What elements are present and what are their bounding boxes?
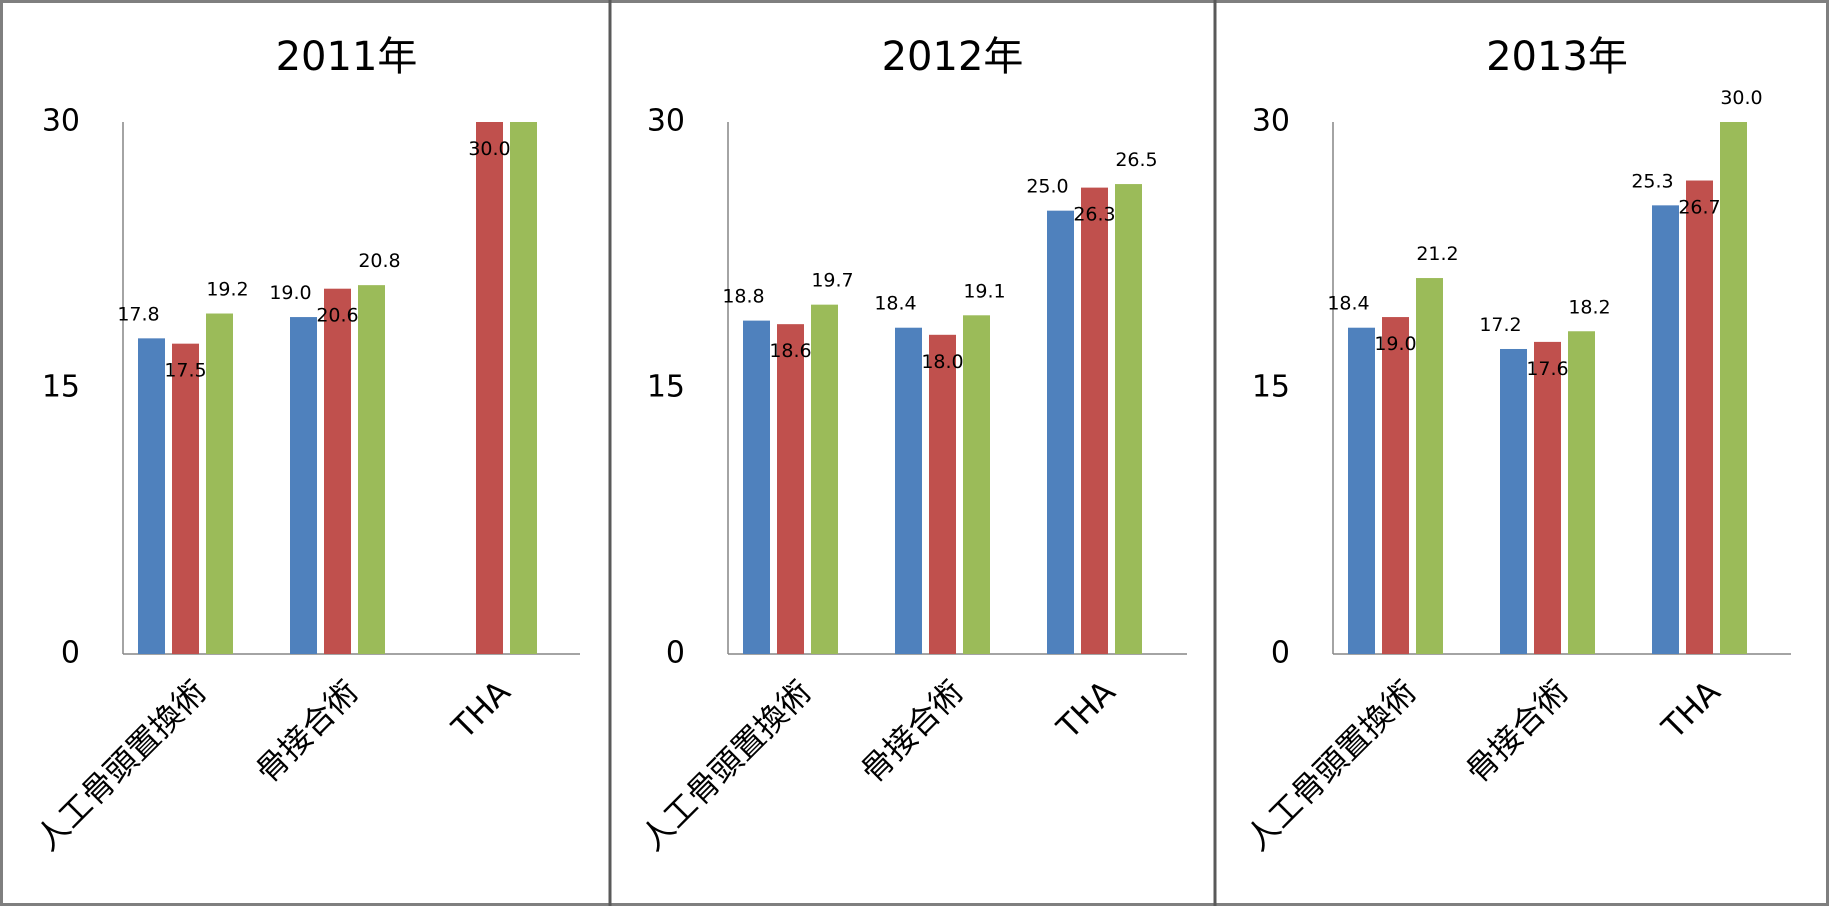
data-label: 26.3: [1073, 204, 1115, 226]
bar-3-series-3: [1115, 184, 1142, 655]
y-tick-label: 0: [61, 636, 80, 671]
y-tick-label: 30: [647, 104, 685, 139]
bar-1-series-2: [777, 324, 804, 654]
data-label: 26.7: [1678, 197, 1720, 219]
bar-3-series-3: [1720, 122, 1747, 654]
bar-3-series-2: [1686, 180, 1713, 654]
bar-3-series-2: [476, 122, 503, 654]
bar-2-series-3: [1568, 331, 1595, 654]
bar-1-series-1: [138, 338, 165, 654]
bar-2-series-1: [1500, 348, 1527, 654]
y-tick-label: 30: [42, 104, 80, 139]
y-tick-label: 0: [666, 636, 685, 671]
bar-3-series-2: [1081, 187, 1108, 654]
chart-title: 2013年: [1486, 34, 1628, 80]
bar-3-series-1: [1652, 205, 1679, 654]
bar-2-series-2: [929, 334, 956, 654]
data-label: 25.3: [1631, 170, 1673, 192]
data-label: 18.8: [722, 286, 764, 308]
y-tick-label: 15: [647, 370, 685, 405]
bar-1-series-3: [811, 304, 838, 654]
bar-2-series-2: [1534, 341, 1561, 654]
chart-title: 2012年: [882, 34, 1024, 80]
bar-2-series-1: [290, 317, 317, 654]
data-label: 19.2: [206, 279, 248, 301]
data-label: 17.8: [117, 303, 159, 325]
data-label: 18.6: [769, 340, 811, 362]
data-label: 30.0: [468, 138, 510, 160]
data-label: 20.6: [316, 305, 358, 327]
data-label: 20.8: [358, 250, 400, 272]
data-label: 18.4: [1327, 293, 1369, 315]
data-label: 19.1: [963, 280, 1005, 302]
bar-2-series-1: [895, 327, 922, 654]
bar-2-series-3: [963, 315, 990, 654]
y-tick-label: 30: [1252, 104, 1290, 139]
chart-panel-2: 2012年0153018.818.619.7人工骨頭置換術18.418.019.…: [633, 34, 1187, 858]
data-label: 18.4: [874, 293, 916, 315]
bar-1-series-2: [1382, 317, 1409, 654]
data-label: 21.2: [1416, 243, 1458, 265]
data-label: 18.2: [1568, 296, 1610, 318]
data-label: 19.7: [811, 270, 853, 292]
y-tick-label: 15: [42, 370, 80, 405]
bar-1-series-1: [1348, 327, 1375, 654]
y-tick-label: 0: [1271, 636, 1290, 671]
bar-1-series-3: [206, 313, 233, 654]
chart-panels: 2011年0153017.817.519.2人工骨頭置換術19.020.620.…: [28, 34, 1791, 858]
data-label: 17.5: [164, 360, 206, 382]
chart-title: 2011年: [276, 34, 418, 80]
bar-1-series-2: [172, 343, 199, 654]
bar-2-series-3: [358, 285, 385, 654]
data-label: 17.6: [1526, 358, 1568, 380]
data-label: 25.0: [1026, 176, 1068, 198]
bar-3-series-1: [1047, 210, 1074, 654]
bar-2-series-2: [324, 288, 351, 654]
data-label: 19.0: [1374, 333, 1416, 355]
bar-1-series-3: [1416, 278, 1443, 654]
bar-1-series-1: [743, 320, 770, 654]
bar-3-series-3: [510, 122, 537, 654]
data-label: 18.0: [921, 351, 963, 373]
data-label: 19.0: [269, 282, 311, 304]
y-tick-label: 15: [1252, 370, 1290, 405]
data-label: 30.0: [1720, 87, 1762, 109]
data-label: 17.2: [1479, 314, 1521, 336]
data-label: 26.5: [1115, 149, 1157, 171]
